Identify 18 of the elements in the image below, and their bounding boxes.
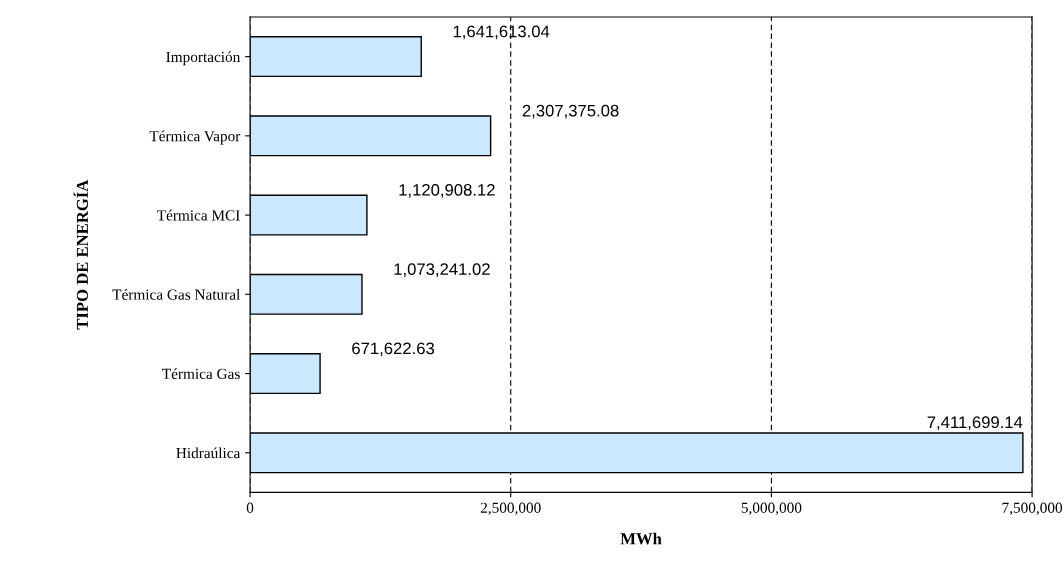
x-tick-label: 0	[246, 502, 254, 513]
y-axis-title: TIPO DE ENERGÍA	[73, 179, 88, 330]
x-tick-label: 7,500,000	[1002, 502, 1063, 516]
data-label: 1,073,241.02	[394, 263, 490, 277]
data-label: 2,307,375.08	[522, 104, 619, 119]
data-label: 7,411,699.14	[927, 416, 1023, 431]
x-tick-label: 2,500,000	[480, 502, 541, 516]
data-label: 671,622.63	[352, 342, 435, 357]
data-label: 1,641,613.04	[453, 25, 550, 40]
y-tick-label: Térmica MCI	[157, 209, 240, 221]
x-tick-label: 5,000,000	[741, 502, 802, 516]
y-tick-label: Térmica Gas	[162, 368, 240, 380]
y-tick-label: Hidraúlica	[176, 447, 241, 459]
data-label: 1,120,908.12	[399, 183, 495, 198]
y-tick-label: Importación	[166, 51, 241, 66]
y-tick-label: Térmica Gas Natural	[112, 289, 241, 300]
x-axis-title: MWh	[620, 532, 662, 545]
y-tick-label: Térmica Vapor	[149, 130, 241, 145]
